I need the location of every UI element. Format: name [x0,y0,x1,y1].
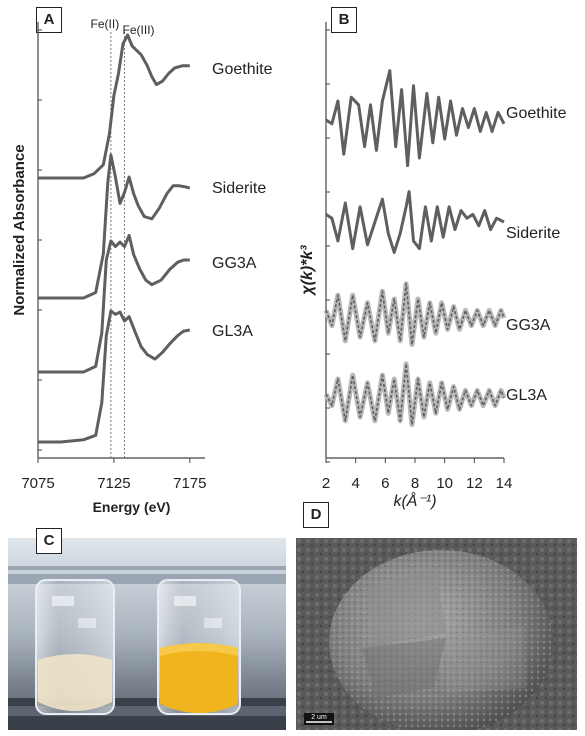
x-tick-label-b: 14 [496,475,513,492]
series-label-b-goethite: Goethite [506,105,567,122]
y-axis-label-a: Normalized Absorbance [11,144,28,315]
series-label-a-gl3a: GL3A [212,323,253,340]
x-tick-label-b: 10 [436,475,453,492]
series-label-a-gg3a: GG3A [212,255,257,272]
x-tick-label-b: 12 [466,475,483,492]
yellow-suspension [160,643,238,713]
panel-a-label: A [36,7,62,33]
exafs-fit-gg3a [325,283,505,346]
panel-d-label: D [303,502,329,528]
exafs-curve-siderite [325,190,505,254]
vials-photo [8,538,286,730]
reference-label-fe2: Fe(II) [91,17,120,31]
xanes-curve-gl3a [38,309,191,444]
x-tick-label-a: 7175 [173,475,206,492]
vials-illustration [8,538,286,730]
x-tick-label-b: 6 [381,475,389,492]
exafs-chart: 2 4 6 8 10 12 14 k(Å⁻¹) χ(k)*k³ Goethite Siderite G… [299,22,567,510]
x-tick-label-b: 8 [411,475,419,492]
y-axis-label-b: χ(k)*k³ [299,245,316,297]
exafs-fit-gl3a [325,363,505,426]
x-tick-label-b: 2 [322,475,330,492]
xanes-curve-siderite [38,153,191,300]
x-axis-label-b: k(Å⁻¹) [393,491,436,510]
series-label-a-goethite: Goethite [212,61,273,78]
panel-b-label: B [331,7,357,33]
xanes-curve-gg3a [38,233,190,374]
reference-label-fe3: Fe(III) [123,23,155,37]
sem-particle-illustration: 2 um [296,538,577,730]
series-label-a-siderite: Siderite [212,180,266,197]
exafs-data-gg3a [323,281,507,348]
exafs-curve-goethite [325,69,506,168]
sem-micrograph: 2 um [296,538,577,730]
series-label-b-gg3a: GG3A [506,317,551,334]
panel-c-label: C [36,528,62,554]
clear-suspension [38,654,112,711]
series-label-b-gl3a: GL3A [506,387,547,404]
xanes-curve-goethite [38,33,190,180]
x-tick-label-a: 7125 [97,475,130,492]
x-tick-label-a: 7075 [21,475,54,492]
series-label-b-siderite: Siderite [506,225,560,242]
exafs-data-gl3a [323,361,507,428]
scale-bar-label: 2 um [311,714,327,721]
x-tick-label-b: 4 [351,475,359,492]
x-axis-label-a: Energy (eV) [93,499,171,515]
